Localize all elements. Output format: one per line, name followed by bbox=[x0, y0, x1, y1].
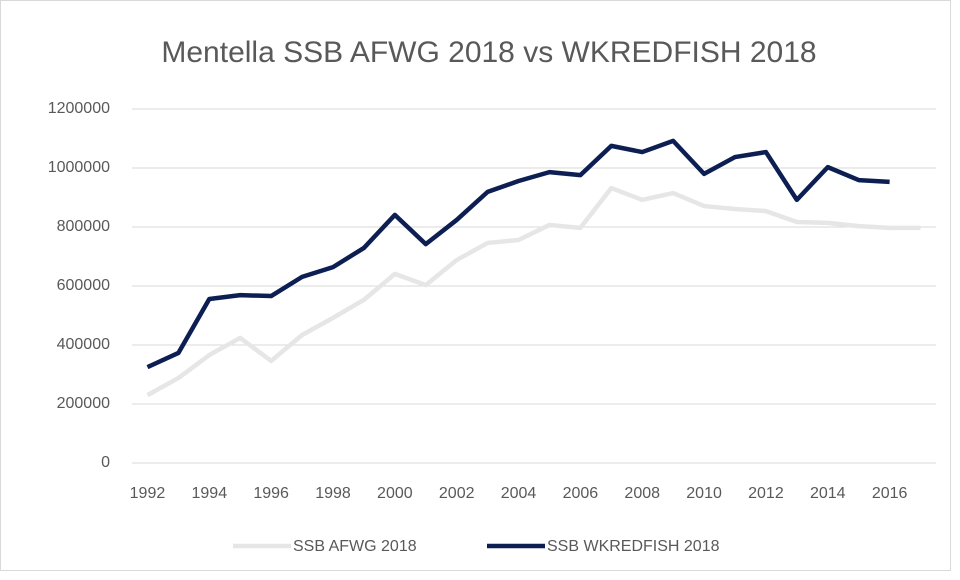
x-tick-label: 2004 bbox=[501, 485, 537, 502]
x-tick-label: 1994 bbox=[192, 485, 228, 502]
x-tick-label: 2008 bbox=[624, 485, 660, 502]
y-tick-label: 800000 bbox=[57, 218, 110, 235]
series-line bbox=[146, 138, 890, 370]
y-tick-label: 400000 bbox=[57, 336, 110, 353]
x-tick-label: 2006 bbox=[563, 485, 599, 502]
y-tick-label: 200000 bbox=[57, 395, 110, 412]
x-tick-label: 2012 bbox=[748, 485, 784, 502]
x-tick-label: 2010 bbox=[686, 485, 722, 502]
y-tick-label: 1200000 bbox=[48, 100, 110, 117]
y-tick-label: 0 bbox=[101, 454, 110, 471]
x-tick-label: 2000 bbox=[377, 485, 413, 502]
y-tick-label: 1000000 bbox=[48, 159, 110, 176]
x-tick-label: 2016 bbox=[872, 485, 908, 502]
y-tick-label: 600000 bbox=[57, 277, 110, 294]
x-tick-label: 2002 bbox=[439, 485, 475, 502]
legend-label: SSB AFWG 2018 bbox=[293, 538, 417, 555]
x-tick-label: 2014 bbox=[810, 485, 846, 502]
series-line bbox=[146, 185, 921, 398]
legend-label: SSB WKREDFISH 2018 bbox=[547, 538, 720, 555]
x-tick-label: 1992 bbox=[130, 485, 166, 502]
x-tick-label: 1998 bbox=[315, 485, 351, 502]
x-tick-label: 1996 bbox=[253, 485, 289, 502]
chart-title: Mentella SSB AFWG 2018 vs WKREDFISH 2018 bbox=[161, 36, 816, 69]
